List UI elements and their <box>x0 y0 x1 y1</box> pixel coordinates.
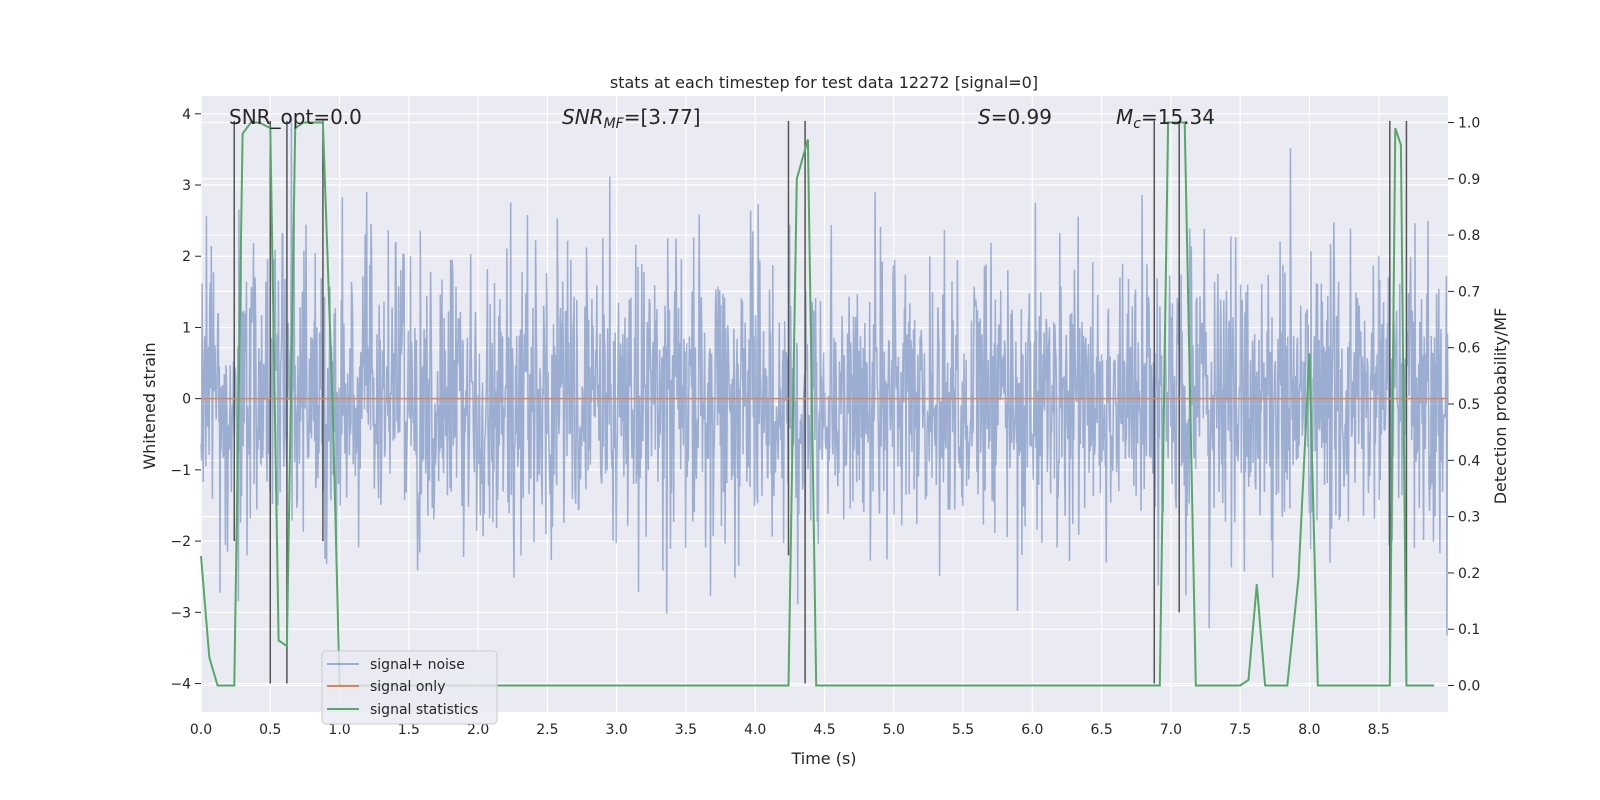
x-ticks: 0.0 0.5 1.0 1.5 2.0 2.5 3.0 3.5 4.0 4.5 5.0 5.5 6.0 6… <box>190 722 1390 738</box>
y2-tick-label-8: 0.2 <box>1458 566 1480 582</box>
legend: signal+ noise signal only signal statist… <box>321 650 498 725</box>
y-tick-label-6: −2 <box>170 534 191 550</box>
annotation-snr-mf: SNRMF=[3.77] <box>562 105 701 132</box>
x-tick-label-8: 4.0 <box>744 722 766 738</box>
y2-axis-label: Detection probability/MF <box>1491 308 1510 505</box>
snr-mf-value: =[3.77] <box>624 105 701 129</box>
chart-title: stats at each timestep for test data 122… <box>610 73 1038 92</box>
y-axis-label: Whitened strain <box>140 342 159 469</box>
legend-label-signal-noise: signal+ noise <box>370 657 465 673</box>
y2-tick-label-9: 0.1 <box>1458 622 1480 638</box>
y2-tick-label-2: 0.8 <box>1458 228 1480 244</box>
annotation-mc: Mc=15.34 <box>1116 105 1215 132</box>
mc-label: M <box>1116 105 1133 129</box>
s-value: =0.99 <box>991 105 1052 129</box>
y2-tick-label-0: 1.0 <box>1458 115 1480 131</box>
y-tick-label-5: −1 <box>170 463 191 479</box>
y-tick-label-4: 0 <box>182 392 191 408</box>
noise-line <box>200 117 1449 636</box>
y2-tick-label-1: 0.9 <box>1458 172 1480 188</box>
y2-tick-label-3: 0.7 <box>1458 284 1480 300</box>
y-ticks: 4 3 2 1 0 −1 −2 −3 −4 <box>170 107 201 693</box>
y2-tick-label-5: 0.5 <box>1458 397 1480 413</box>
legend-label-signal-only: signal only <box>370 679 445 695</box>
signal-statistics-line <box>200 121 1435 687</box>
snr-mf-main: SNR <box>562 105 604 129</box>
y-tick-label-3: 1 <box>182 320 191 336</box>
y2-tick-label-7: 0.3 <box>1458 510 1480 526</box>
x-tick-label-13: 6.5 <box>1090 722 1112 738</box>
y-tick-label-0: 4 <box>182 107 191 123</box>
y2-tick-label-6: 0.4 <box>1458 453 1480 469</box>
y-tick-label-2: 2 <box>182 249 191 265</box>
x-tick-label-4: 2.0 <box>467 722 489 738</box>
y-tick-label-1: 3 <box>182 178 191 194</box>
x-tick-label-6: 3.0 <box>606 722 628 738</box>
x-tick-label-16: 8.0 <box>1298 722 1320 738</box>
series-signal-statistics <box>200 121 1435 687</box>
x-tick-label-9: 4.5 <box>813 722 835 738</box>
y2-tick-label-4: 0.6 <box>1458 341 1480 357</box>
y2-tick-label-10: 0.0 <box>1458 679 1480 695</box>
x-axis-label: Time (s) <box>790 749 856 768</box>
x-tick-label-10: 5.0 <box>883 722 905 738</box>
annotation-snr-opt: SNR_opt=0.0 <box>229 105 362 129</box>
mc-sub: c <box>1133 116 1141 132</box>
y2-ticks: 1.0 0.9 0.8 0.7 0.6 0.5 0.4 0.3 0.2 0.1 0.0 <box>1448 115 1480 695</box>
s-label: S <box>978 105 991 129</box>
snr-mf-sub: MF <box>604 116 625 132</box>
legend-box <box>321 650 498 725</box>
y-tick-label-7: −3 <box>170 605 191 621</box>
legend-label-signal-statistics: signal statistics <box>370 702 478 718</box>
x-tick-label-1: 0.5 <box>259 722 281 738</box>
x-tick-label-11: 5.5 <box>952 722 974 738</box>
series-signal-noise <box>200 117 1449 636</box>
x-tick-label-15: 7.5 <box>1229 722 1251 738</box>
x-tick-label-3: 1.5 <box>398 722 420 738</box>
x-tick-label-14: 7.0 <box>1160 722 1182 738</box>
x-tick-label-5: 2.5 <box>536 722 558 738</box>
mc-value: =15.34 <box>1141 105 1215 129</box>
x-tick-label-7: 3.5 <box>675 722 697 738</box>
y-tick-label-8: −4 <box>170 677 191 693</box>
x-tick-label-17: 8.5 <box>1368 722 1390 738</box>
x-tick-label-12: 6.0 <box>1021 722 1043 738</box>
x-tick-label-0: 0.0 <box>190 722 212 738</box>
annotation-s: S=0.99 <box>978 105 1052 129</box>
x-tick-label-2: 1.0 <box>328 722 350 738</box>
